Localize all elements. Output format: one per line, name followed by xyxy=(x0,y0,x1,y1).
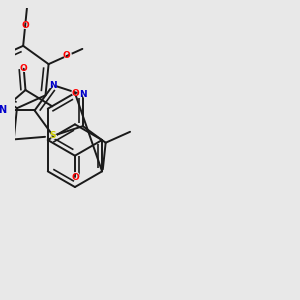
Text: S: S xyxy=(49,131,57,141)
Text: O: O xyxy=(19,64,28,74)
Text: N: N xyxy=(49,81,57,90)
Text: O: O xyxy=(71,88,79,98)
Text: O: O xyxy=(20,64,28,73)
Text: S: S xyxy=(50,131,56,140)
Text: O: O xyxy=(20,21,30,31)
Text: N: N xyxy=(48,80,58,90)
Text: N: N xyxy=(0,104,7,117)
Text: O: O xyxy=(70,172,80,182)
Text: N: N xyxy=(78,90,88,100)
Text: O: O xyxy=(70,88,80,98)
Text: O: O xyxy=(71,172,79,182)
Text: N: N xyxy=(0,106,6,116)
Text: O: O xyxy=(63,51,71,60)
Text: O: O xyxy=(62,51,71,61)
Text: O: O xyxy=(21,22,29,31)
Text: N: N xyxy=(79,90,87,99)
